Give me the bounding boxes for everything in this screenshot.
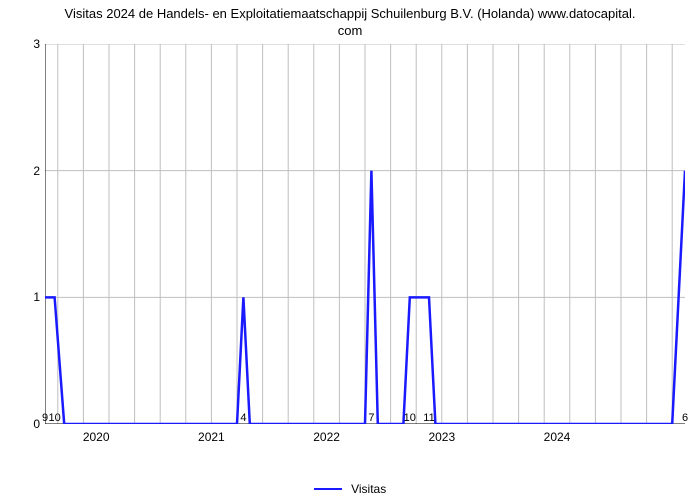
chart-svg xyxy=(45,44,685,424)
data-label: 7 xyxy=(368,412,374,424)
plot-area xyxy=(45,44,685,424)
data-label: 11 xyxy=(423,412,434,424)
ytick-label: 1 xyxy=(10,290,40,304)
legend-label: Visitas xyxy=(351,482,386,496)
data-label: 10 xyxy=(48,412,60,424)
chart-title-line1: Visitas 2024 de Handels- en Exploitatiem… xyxy=(65,6,636,21)
chart-title-line2: com xyxy=(338,23,363,38)
data-label: 9 xyxy=(42,412,48,424)
ytick-label: 3 xyxy=(10,37,40,51)
ytick-label: 2 xyxy=(10,164,40,178)
data-label: 10 xyxy=(404,412,416,424)
data-label: 6 xyxy=(682,412,688,424)
chart-title: Visitas 2024 de Handels- en Exploitatiem… xyxy=(0,6,700,40)
legend-swatch xyxy=(314,488,342,490)
xtick-label: 2022 xyxy=(313,430,340,444)
xtick-label: 2023 xyxy=(428,430,455,444)
data-label: 4 xyxy=(240,412,246,424)
chart-legend: Visitas xyxy=(0,481,700,496)
xtick-label: 2020 xyxy=(83,430,110,444)
xtick-label: 2021 xyxy=(198,430,225,444)
ytick-label: 0 xyxy=(10,417,40,431)
xtick-label: 2024 xyxy=(544,430,571,444)
